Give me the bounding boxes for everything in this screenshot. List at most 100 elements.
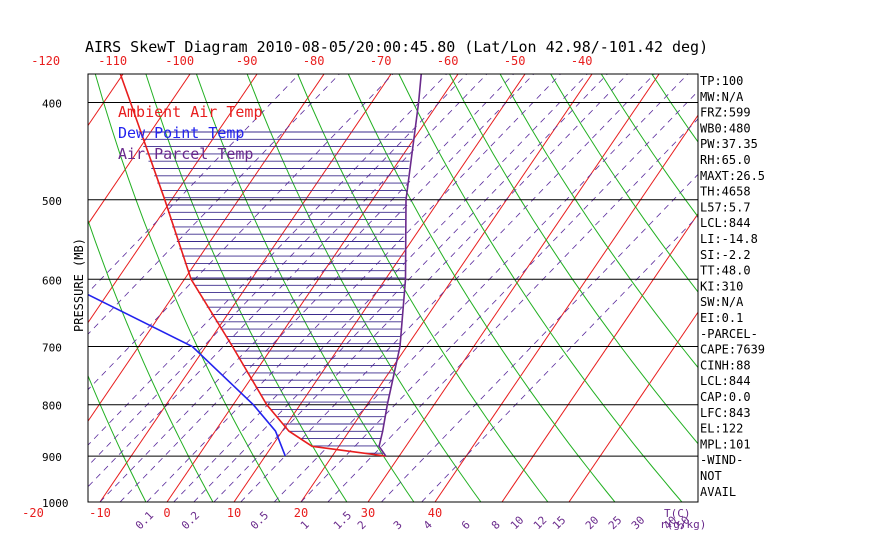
stability-index: TP:100	[700, 74, 743, 88]
mixing-ratio-line	[119, 74, 535, 502]
bottom-temp-tick-label: -10	[89, 506, 111, 520]
mixing-ratio-line	[193, 74, 608, 502]
top-temp-tick-label: -90	[236, 54, 258, 68]
isotherm-line	[233, 74, 526, 502]
dry-adiabat-line	[347, 74, 616, 502]
bottom-temp-tick-label: 30	[361, 506, 375, 520]
series-line	[88, 293, 287, 457]
plot-frame	[87, 73, 699, 503]
pressure-tick-label: 1000	[42, 497, 69, 510]
mixing-ratio-line	[300, 90, 698, 502]
stability-index: WB0:480	[700, 121, 751, 135]
mixing-ratio-label: 2	[355, 518, 369, 532]
mixing-ratio-line	[99, 74, 515, 502]
dry-adiabat-line	[145, 74, 348, 502]
stability-index: EL:122	[700, 422, 743, 436]
stability-index: TH:4658	[700, 185, 751, 199]
mixing-ratio-label: 12	[531, 514, 550, 533]
mixing-ratio-label: 0.2	[179, 509, 202, 532]
isotherm-line	[300, 74, 593, 502]
dry-adiabat-line	[297, 74, 549, 502]
stability-index: CINH:88	[700, 358, 751, 372]
pressure-tick-labels: 1002003004005006007008009001000	[42, 97, 69, 510]
stability-index: PW:37.35	[700, 137, 758, 151]
mixing-ratio-line	[88, 74, 394, 391]
mixing-ratio-line	[88, 74, 340, 335]
dry-adiabat-line	[398, 74, 683, 502]
mixing-ratio-label: 25	[606, 514, 625, 533]
stability-index: MAXT:26.5	[700, 169, 765, 183]
mixing-ratio-unit: r(g/kg)	[660, 518, 706, 531]
mixing-ratio-line	[146, 74, 562, 502]
stability-index: NOT	[700, 469, 722, 483]
mixing-ratio-label: 1.5	[331, 509, 354, 532]
top-temp-tick-label: -100	[165, 54, 194, 68]
mixing-ratio-line	[88, 74, 468, 467]
dry-adiabat-line	[858, 0, 870, 523]
y-axis-label: PRESSURE (MB)	[72, 238, 86, 332]
dry-adiabat-line	[88, 218, 214, 502]
stability-index: AVAIL	[700, 485, 736, 499]
top-temp-tick-label: -80	[303, 54, 325, 68]
mixing-ratio-line	[421, 215, 698, 502]
mixing-ratio-label: 4	[421, 518, 435, 532]
bottom-temp-tick-label: 10	[227, 506, 241, 520]
isotherm-line	[568, 311, 698, 502]
isotherm-line	[0, 0, 247, 502]
mixing-ratio-line	[173, 74, 588, 502]
mixing-ratio-label: 3	[391, 518, 405, 532]
stability-index: -PARCEL-	[700, 327, 758, 341]
stability-index: FRZ:599	[700, 106, 751, 120]
dry-adiabat-line	[246, 74, 482, 502]
pressure-tick-label: 900	[42, 451, 62, 464]
series-line	[119, 74, 386, 457]
top-temp-tick-label: -120	[31, 54, 60, 68]
mixing-ratio-line	[327, 118, 698, 502]
stability-index: TT:48.0	[700, 264, 751, 278]
bottom-temp-tick-label: 40	[428, 506, 442, 520]
mixing-ratio-line	[88, 74, 488, 488]
stability-index: KI:310	[700, 279, 743, 293]
isotherm-line	[0, 0, 448, 502]
series-lines	[88, 74, 423, 457]
mixing-ratio-label: 0.1	[133, 509, 156, 532]
top-temp-tick-label: -40	[571, 54, 593, 68]
mixing-ratio-label: 30	[629, 514, 648, 533]
pressure-tick-label: 400	[42, 97, 62, 110]
stability-index: SI:-2.2	[700, 248, 751, 262]
isotherm-line	[0, 0, 46, 502]
series-line	[378, 74, 423, 457]
legend-entry-ambient: Ambient Air Temp	[118, 103, 263, 121]
isotherm-line	[434, 114, 698, 502]
pressure-lines	[88, 101, 698, 457]
stability-index: L57:5.7	[700, 200, 751, 214]
dry-adiabat-line	[550, 74, 698, 293]
pressure-tick-label: 600	[42, 274, 62, 287]
pressure-tick-label: 800	[42, 400, 62, 413]
stability-index: LCL:844	[700, 216, 751, 230]
stability-index: MW:N/A	[700, 90, 744, 104]
stability-index: SW:N/A	[700, 295, 744, 309]
mixing-ratio-label: 8	[489, 518, 503, 532]
isotherm-line	[0, 0, 180, 502]
mixing-ratio-label: 0.5	[248, 509, 271, 532]
dry-adiabat-line	[823, 0, 870, 523]
dry-adiabat-line	[754, 0, 870, 523]
pressure-tick-label: 500	[42, 195, 62, 208]
top-temperature-ticks: -120 -110 -100 -90 -80 -70 -60 -50 -40	[31, 54, 592, 68]
dry-adiabat-line	[476, 0, 870, 523]
pressure-tick-label: 700	[42, 341, 62, 354]
isotherm-line	[166, 74, 459, 502]
bottom-temp-tick-label: 20	[294, 506, 308, 520]
mixing-ratio-label: 6	[459, 518, 473, 532]
dry-adiabat-line	[499, 74, 698, 369]
mixing-ratio-line	[273, 74, 689, 502]
mixing-ratio-label: 1	[298, 518, 312, 532]
bottom-temp-tick-label: -20	[22, 506, 44, 520]
legend: Ambient Air Temp Dew Point Temp Air Parc…	[118, 103, 263, 163]
plot-area	[0, 0, 870, 523]
chart-title: AIRS SkewT Diagram 2010-08-05/20:00:45.8…	[85, 38, 708, 56]
